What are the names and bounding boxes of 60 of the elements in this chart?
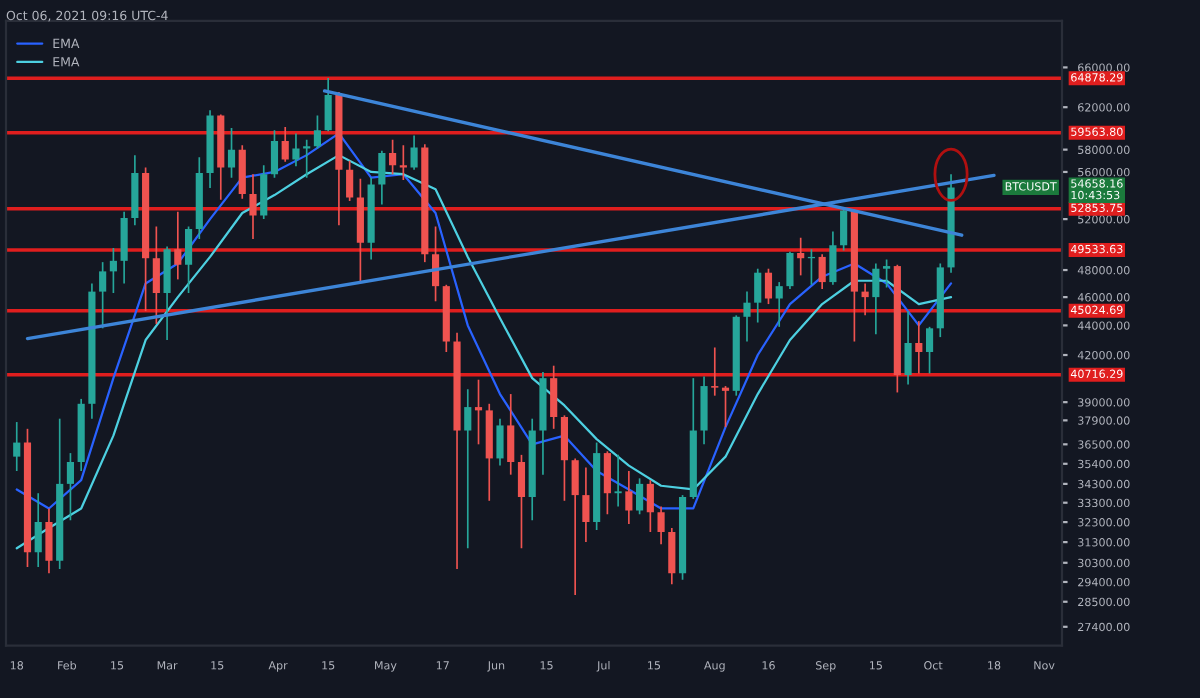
candlestick: [603, 450, 611, 516]
candlestick: [904, 310, 912, 386]
candlestick: [45, 507, 53, 575]
candlestick: [356, 177, 364, 283]
candlestick: [120, 210, 128, 285]
candlestick: [152, 225, 160, 325]
candlestick: [571, 457, 579, 596]
candlestick: [109, 247, 117, 294]
candlestick: [313, 114, 322, 150]
candlestick: [464, 388, 472, 550]
candlestick: [797, 236, 805, 277]
candlestick: [184, 225, 193, 294]
candlestick: [700, 375, 708, 446]
candlestick: [786, 250, 794, 290]
candlestick: [646, 479, 654, 533]
candlestick: [657, 505, 665, 545]
candlestick: [281, 126, 289, 163]
candlestick: [66, 452, 75, 521]
candlestick: [260, 164, 268, 220]
candlestick: [163, 245, 171, 341]
candlestick: [227, 127, 236, 179]
candlestick: [270, 129, 279, 179]
candlestick: [389, 138, 397, 176]
candlestick: [721, 385, 730, 428]
candlestick: [829, 230, 837, 286]
candlestick: [517, 454, 526, 550]
candlestick: [174, 210, 182, 281]
candlestick: [410, 134, 418, 171]
candlestick: [764, 267, 773, 305]
candlestick: [496, 417, 504, 467]
candlestick: [925, 326, 934, 375]
candlestick: [668, 527, 676, 585]
candlestick: [249, 173, 257, 240]
candlestick: [378, 149, 386, 206]
candlestick: [840, 207, 848, 252]
candlestick: [131, 154, 139, 227]
candlestick: [346, 159, 354, 202]
candlestick: [13, 421, 21, 472]
candlestick: [775, 281, 783, 328]
candlestick: [560, 414, 569, 502]
candlestick: [303, 138, 311, 179]
candlestick: [34, 492, 42, 568]
candlestick: [915, 320, 923, 375]
candlestick: [743, 290, 751, 343]
candlestick: [550, 364, 558, 430]
candlestick: [883, 258, 891, 289]
candlestick: [324, 77, 332, 133]
candlestick: [614, 454, 622, 508]
candlestick: [818, 253, 826, 290]
candlestick: [99, 261, 107, 330]
candlestick: [636, 477, 644, 516]
candlestick: [238, 144, 246, 200]
candlestick: [625, 470, 633, 525]
candlestick: [711, 346, 719, 397]
candlestick: [872, 262, 880, 335]
candlestick: [754, 267, 762, 324]
candlestick: [582, 466, 590, 543]
candlestick: [861, 282, 869, 317]
candlestick: [507, 393, 515, 476]
candlestick: [292, 132, 300, 168]
